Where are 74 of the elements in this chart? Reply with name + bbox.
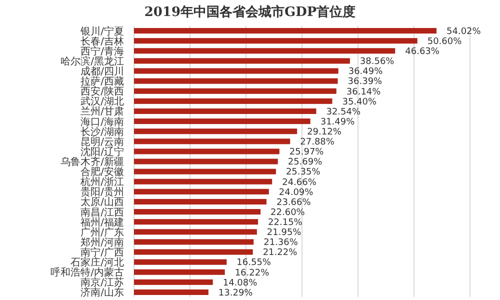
data-label: 36.49% <box>348 67 384 78</box>
y-tick-label: 昆明/云南 <box>80 136 124 148</box>
data-label: 50.60% <box>427 36 462 47</box>
y-tick-label: 贵阳/贵州 <box>80 186 124 198</box>
y-tick-label: 福州/福建 <box>80 216 124 228</box>
bar <box>134 28 437 34</box>
data-label: 21.95% <box>266 228 302 238</box>
bar <box>134 38 418 44</box>
data-label: 22.15% <box>268 218 303 228</box>
data-label: 32.54% <box>326 107 361 118</box>
bar <box>134 209 261 215</box>
data-label: 21.36% <box>264 238 298 248</box>
y-tick-label: 乌鲁木齐/新疆 <box>60 156 124 168</box>
bar <box>134 48 396 54</box>
y-tick-label: 沈阳/辽宁 <box>80 146 124 158</box>
y-tick-label: 西宁/青海 <box>80 45 124 58</box>
bar <box>134 78 338 84</box>
data-label: 25.69% <box>288 158 323 168</box>
data-label: 14.08% <box>222 278 258 288</box>
bar <box>134 58 350 64</box>
y-tick-label: 长沙/湖南 <box>80 126 124 138</box>
bar <box>134 108 316 114</box>
data-label: 38.56% <box>360 57 395 68</box>
data-label: 13.29% <box>218 288 254 298</box>
bar <box>134 289 208 295</box>
y-tick-label: 郑州/河南 <box>80 236 124 248</box>
bar <box>134 259 227 265</box>
data-label: 24.09% <box>278 188 314 198</box>
y-tick-label: 南昌/江西 <box>80 206 124 218</box>
data-label: 36.14% <box>346 87 382 98</box>
y-tick-label: 银川/宁夏 <box>80 25 124 38</box>
bar <box>134 128 298 134</box>
y-tick-label: 长春/吉林 <box>80 35 124 48</box>
y-tick-label: 太原/山西 <box>80 196 124 208</box>
y-tick-label: 南宁/广西 <box>80 246 124 258</box>
data-label: 23.66% <box>276 198 312 208</box>
y-tick-label: 广州/广东 <box>80 226 124 238</box>
bar <box>134 239 254 245</box>
bar <box>134 269 225 275</box>
bar <box>134 138 290 144</box>
y-tick-label: 济南/山东 <box>80 286 124 299</box>
data-label: 24.66% <box>282 178 317 188</box>
data-label: 31.49% <box>320 117 356 128</box>
y-tick-label: 哈尔滨/黑龙江 <box>60 55 124 68</box>
data-label: 36.39% <box>348 77 383 88</box>
data-label: 54.02% <box>446 26 482 37</box>
data-label: 35.40% <box>342 97 378 108</box>
y-tick-label: 兰州/甘肃 <box>80 106 124 118</box>
data-label: 25.97% <box>289 148 324 158</box>
bar <box>134 188 269 194</box>
data-label: 22.60% <box>270 208 306 218</box>
chart-title: 2019年中国各省会城市GDP首位度 <box>144 4 356 20</box>
data-label: 25.35% <box>286 168 321 178</box>
bar <box>134 168 276 174</box>
bar <box>134 219 258 225</box>
bar <box>134 118 310 124</box>
data-label: 29.12% <box>307 127 342 138</box>
data-label: 16.22% <box>234 268 270 278</box>
bar <box>134 158 278 164</box>
data-label: 16.55% <box>236 258 272 268</box>
bar <box>134 198 266 204</box>
y-tick-label: 成都/四川 <box>80 66 124 78</box>
bar <box>134 249 253 255</box>
data-label: 21.22% <box>262 248 298 258</box>
bar <box>134 178 272 184</box>
bar <box>134 148 280 154</box>
bar <box>134 98 332 104</box>
data-label: 27.88% <box>300 138 335 148</box>
data-label: 46.63% <box>405 47 440 58</box>
bar <box>134 88 336 94</box>
bar <box>134 229 257 235</box>
y-tick-label: 海口/海南 <box>80 116 124 128</box>
bar <box>134 68 338 74</box>
bar <box>134 279 213 285</box>
